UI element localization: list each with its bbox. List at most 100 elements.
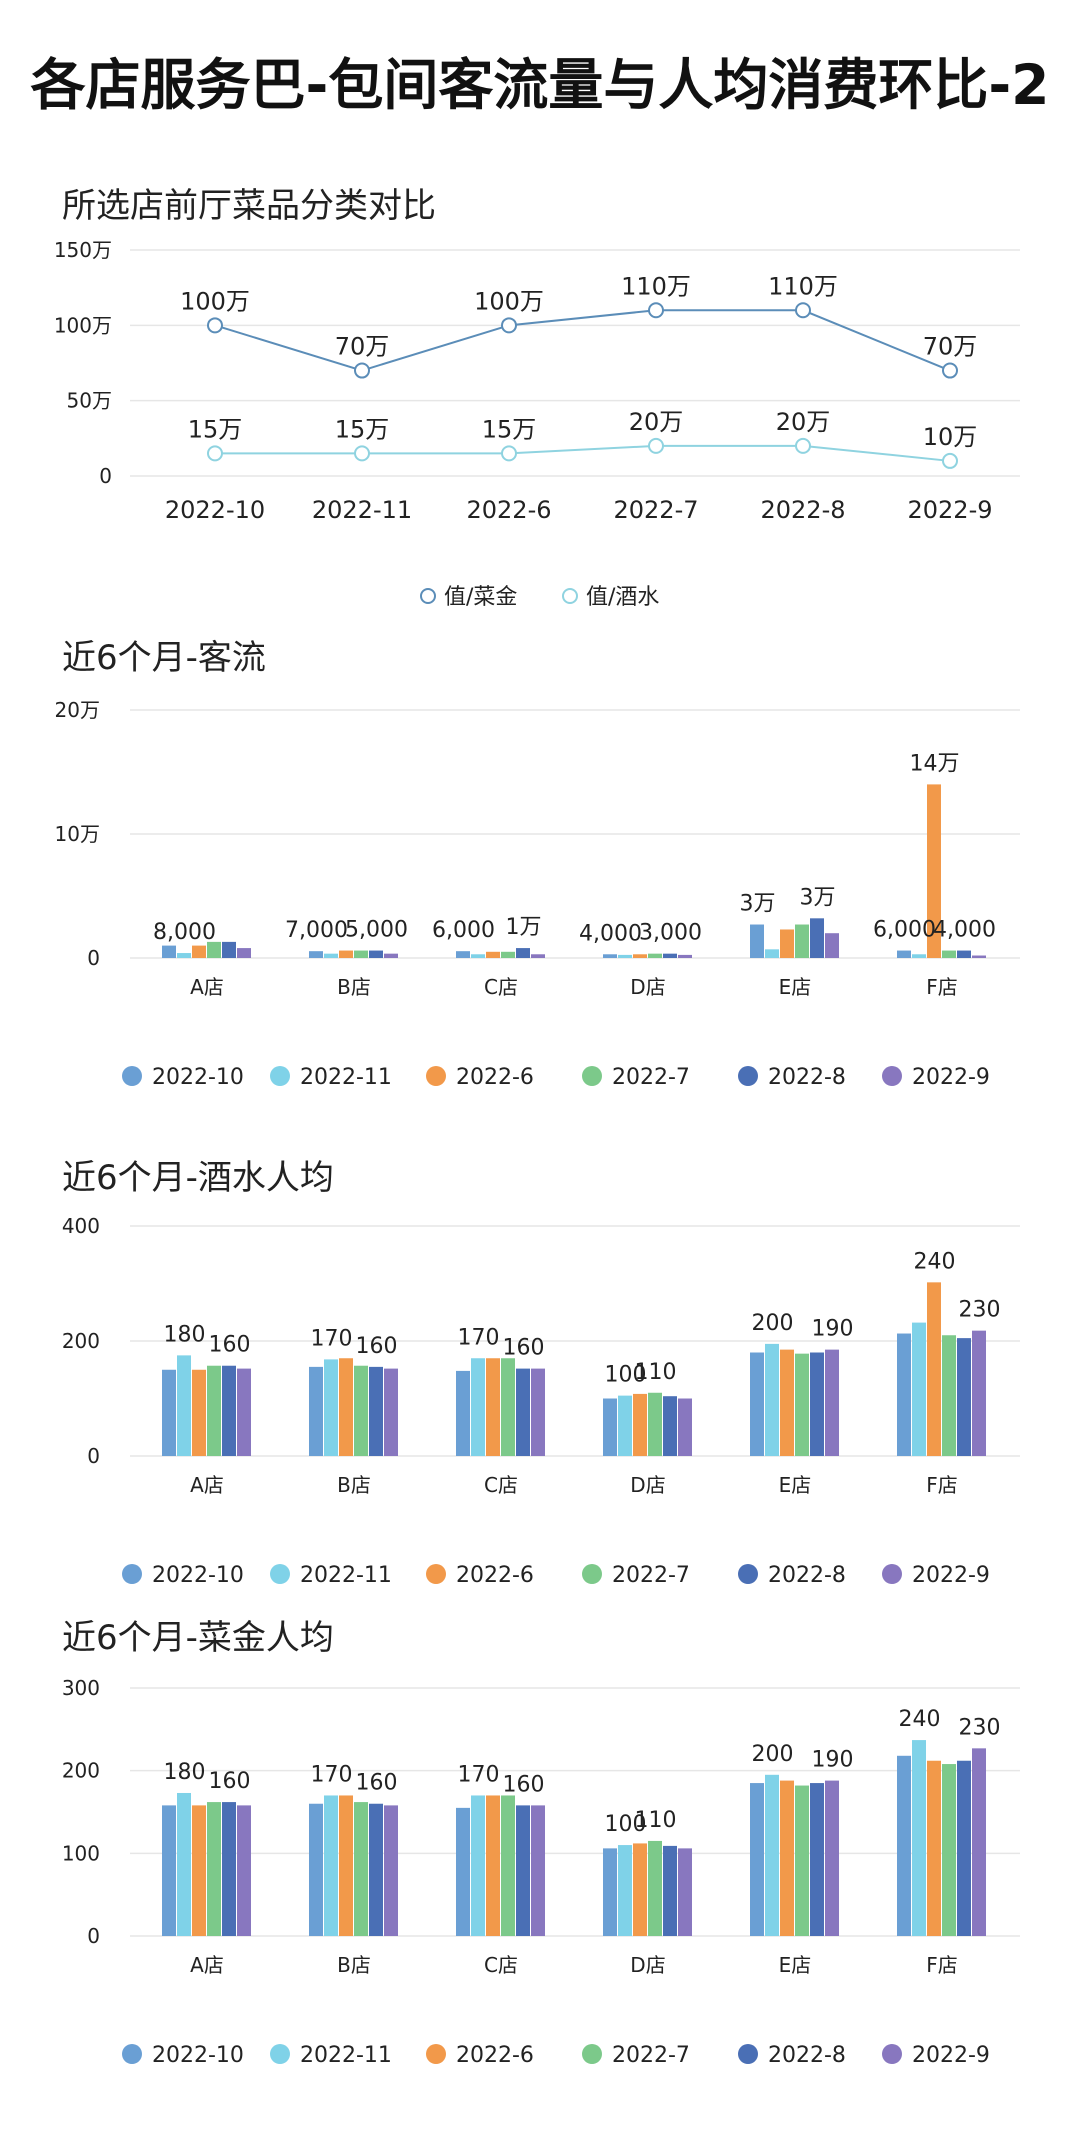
bar <box>942 1335 956 1456</box>
bar <box>927 1282 941 1456</box>
bar <box>957 950 971 958</box>
y-tick-label: 0 <box>99 464 112 488</box>
data-label: 15万 <box>335 415 390 443</box>
bar <box>957 1760 971 1936</box>
y-tick-label: 0 <box>87 946 100 970</box>
legend-marker-0 <box>122 1564 142 1584</box>
x-tick-label: 2022-7 <box>613 496 698 524</box>
data-label: 100万 <box>474 287 544 315</box>
data-label: 180 <box>164 1322 206 1347</box>
legend-marker-0 <box>122 1066 142 1086</box>
bar <box>648 1392 662 1456</box>
bar <box>678 954 692 958</box>
legend-marker-4 <box>738 1564 758 1584</box>
legend-marker-1 <box>270 1564 290 1584</box>
data-point <box>648 302 664 319</box>
x-tick-label: C店 <box>484 1473 518 1497</box>
bar <box>531 1368 545 1456</box>
legend-label: 2022-6 <box>456 1563 534 1588</box>
bar <box>192 1805 206 1936</box>
data-label: 230 <box>959 1715 1001 1740</box>
legend-label: 2022-9 <box>912 2043 990 2068</box>
bar <box>618 954 632 958</box>
legend-label: 2022-9 <box>912 1563 990 1588</box>
chart-title-traffic: 近6个月-客流 <box>62 638 266 678</box>
bar <box>825 1780 839 1936</box>
data-label: 70万 <box>335 333 390 361</box>
x-tick-label: E店 <box>779 1473 812 1497</box>
bar <box>162 1805 176 1936</box>
x-tick-label: C店 <box>484 1953 518 1977</box>
bar <box>765 949 779 958</box>
legend-label: 2022-10 <box>152 2043 244 2068</box>
bar <box>942 1764 956 1936</box>
legend-marker-2 <box>426 1066 446 1086</box>
bar <box>384 1368 398 1456</box>
bar <box>162 945 176 958</box>
data-label: 3万 <box>740 892 776 917</box>
bar <box>501 1795 515 1936</box>
bar <box>927 1760 941 1936</box>
y-tick-label: 10万 <box>55 822 100 846</box>
bar <box>897 1333 911 1456</box>
bar <box>531 954 545 958</box>
bar <box>222 1365 236 1456</box>
bar <box>354 1365 368 1456</box>
bar <box>663 1845 677 1936</box>
legend-label: 2022-11 <box>300 2043 392 2068</box>
y-tick-label: 100万 <box>54 313 112 337</box>
bar <box>972 955 986 958</box>
bar <box>912 1322 926 1456</box>
x-tick-label: D店 <box>630 1953 665 1977</box>
bar <box>207 941 221 958</box>
data-label: 1万 <box>506 915 542 940</box>
bar <box>750 1783 764 1936</box>
x-tick-label: E店 <box>779 1953 812 1977</box>
y-tick-label: 20万 <box>55 698 100 722</box>
bar <box>897 950 911 958</box>
bar <box>912 954 926 958</box>
x-tick-label: B店 <box>337 1473 371 1497</box>
bar <box>192 1369 206 1456</box>
x-tick-label: A店 <box>190 1473 224 1497</box>
x-tick-label: 2022-6 <box>466 496 551 524</box>
bar <box>795 924 809 958</box>
data-label: 200 <box>752 1742 794 1767</box>
y-tick-label: 50万 <box>67 389 112 413</box>
y-tick-label: 400 <box>62 1214 100 1238</box>
bar <box>648 953 662 958</box>
bar <box>384 953 398 958</box>
bar <box>471 1358 485 1456</box>
bar <box>207 1365 221 1456</box>
bar <box>516 1805 530 1936</box>
legend-marker-3 <box>582 2044 602 2064</box>
data-label: 15万 <box>188 415 243 443</box>
data-label: 170 <box>311 1326 353 1351</box>
x-tick-label: 2022-11 <box>312 496 412 524</box>
legend-label: 2022-11 <box>300 1065 392 1090</box>
data-label: 20万 <box>776 408 831 436</box>
bar <box>825 933 839 958</box>
bar <box>516 1368 530 1456</box>
data-label: 110万 <box>621 272 691 300</box>
data-label: 100 <box>605 1363 647 1388</box>
x-tick-label: B店 <box>337 975 371 999</box>
legend-marker-0 <box>420 588 436 604</box>
bar <box>663 953 677 958</box>
data-label: 230 <box>959 1298 1001 1323</box>
bar <box>810 918 824 958</box>
bar <box>369 1803 383 1936</box>
bar <box>339 950 353 958</box>
bar <box>456 1370 470 1456</box>
legend-label: 值/酒水 <box>586 585 659 610</box>
bar <box>750 924 764 958</box>
line-chart-category: 0 50万 100万 150万 2022-10 2022-11 2022-6 2022-7 20… <box>54 238 1020 610</box>
x-tick-label: 2022-9 <box>907 496 992 524</box>
bar <box>927 784 941 958</box>
bar <box>471 1795 485 1936</box>
bar <box>618 1845 632 1936</box>
legend-marker-4 <box>738 2044 758 2064</box>
legend-marker-3 <box>582 1066 602 1086</box>
bar <box>222 1802 236 1936</box>
